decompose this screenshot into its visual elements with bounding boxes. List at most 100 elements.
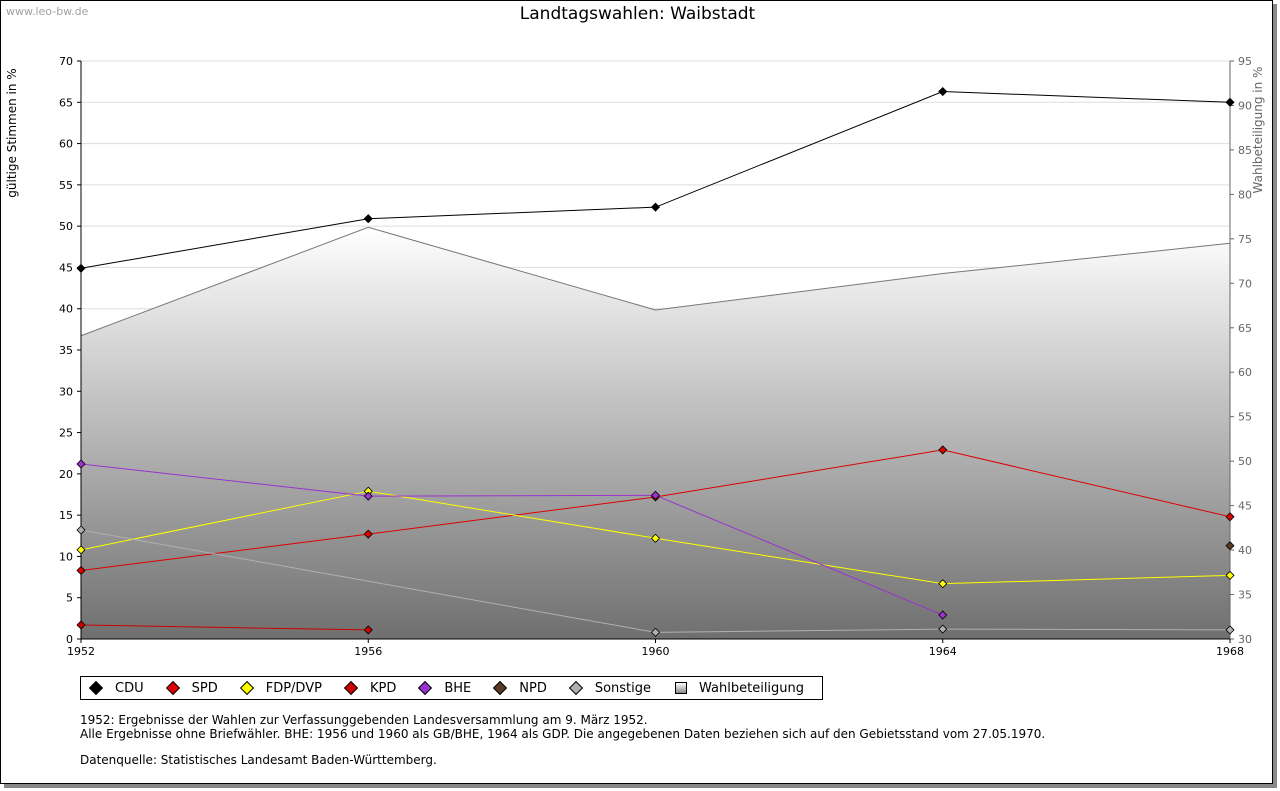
y2-tick-label: 80 xyxy=(1238,188,1252,201)
axes: 0 5 10 15 20 25 30 35 40 45 50 55 60 65 70 30 35 40 45 50 55… xyxy=(59,55,1252,658)
legend-marker-kpd xyxy=(343,680,359,696)
y-tick-label: 5 xyxy=(66,592,73,605)
point-cdu xyxy=(1225,97,1235,107)
turnout-area xyxy=(80,226,1231,640)
chart-canvas: 0 5 10 15 20 25 30 35 40 45 50 55 60 65 70 30 35 40 45 50 55… xyxy=(5,55,1265,658)
point-sonstige xyxy=(76,525,86,535)
y-tick-label: 30 xyxy=(59,385,73,398)
point-sonstige xyxy=(938,624,948,634)
legend-item-fdp-dvp: FDP/DVP xyxy=(239,680,322,696)
x-tick-label: 1964 xyxy=(929,645,957,658)
legend-marker-cdu xyxy=(88,680,104,696)
point-cdu xyxy=(363,214,373,224)
y2-tick-label: 40 xyxy=(1238,544,1252,557)
legend-item-wahlbeteiligung: Wahlbeteiligung xyxy=(675,681,804,696)
point-fdp-dvp xyxy=(938,579,948,589)
y-tick-label: 65 xyxy=(59,96,73,109)
point-kpd xyxy=(76,620,86,630)
point-fdp-dvp xyxy=(650,533,661,543)
y2-tick-label: 70 xyxy=(1238,277,1252,290)
point-cdu xyxy=(76,263,86,273)
series-line-bhe xyxy=(80,463,943,616)
legend-marker-bhe xyxy=(418,680,433,696)
legend-label: CDU xyxy=(115,680,144,696)
legend-marker-spd xyxy=(165,680,180,696)
series-line-kpd xyxy=(80,624,369,631)
legend-label: KPD xyxy=(369,680,397,696)
y-tick-label: 70 xyxy=(59,55,73,68)
point-kpd xyxy=(363,625,373,635)
point-sonstige xyxy=(1225,625,1235,635)
legend-label: BHE xyxy=(444,680,472,696)
y2-tick-label: 75 xyxy=(1238,233,1252,246)
legend-label: Wahlbeteiligung xyxy=(699,680,805,696)
y-tick-label: 40 xyxy=(59,303,73,316)
note-general: Alle Ergebnisse ohne Briefwähler. BHE: 1… xyxy=(80,727,1046,741)
legend-item-kpd: KPD xyxy=(343,680,397,696)
point-bhe xyxy=(76,459,86,469)
y-tick-label: 55 xyxy=(59,179,73,192)
series xyxy=(76,86,1235,637)
watermark: www.leo-bw.de xyxy=(6,5,89,18)
legend-label: Sonstige xyxy=(594,680,652,696)
point-fdp-dvp xyxy=(1225,570,1235,580)
y-axis-title: gültige Stimmen in % xyxy=(5,68,19,197)
legend-item-spd: SPD xyxy=(165,680,218,696)
point-npd xyxy=(1225,541,1235,551)
point-spd xyxy=(76,565,86,576)
legend-label: SPD xyxy=(191,680,218,696)
y-tick-label: 60 xyxy=(59,138,73,151)
chart-title: Landtagswahlen: Waibstadt xyxy=(519,4,756,24)
legend-marker-sonstige xyxy=(568,680,583,696)
series-line-sonstige xyxy=(80,529,1231,633)
x-tick-label: 1960 xyxy=(642,645,670,658)
point-sonstige xyxy=(650,627,661,637)
point-bhe xyxy=(363,491,373,501)
y2-tick-label: 55 xyxy=(1238,411,1252,424)
y2-tick-label: 50 xyxy=(1238,455,1252,468)
y-tick-label: 10 xyxy=(59,550,73,563)
legend-item-bhe: BHE xyxy=(418,680,472,696)
point-cdu xyxy=(650,202,661,212)
legend-marker-wahlbeteiligung xyxy=(675,682,688,694)
y-tick-label: 25 xyxy=(59,427,73,440)
legend-label: FDP/DVP xyxy=(265,680,322,696)
legend: CDU SPD FDP/DVP KPD BHE NPD Sonstige Wahlbeteil… xyxy=(80,676,823,700)
y-tick-label: 0 xyxy=(66,633,73,646)
series-line-wahlbeteiligung xyxy=(80,226,1231,337)
y2-axis-title: Wahlbeteiligung in % xyxy=(1251,67,1265,194)
y-tick-label: 20 xyxy=(59,468,73,481)
y2-tick-label: 60 xyxy=(1238,366,1252,379)
y2-tick-label: 35 xyxy=(1238,589,1252,602)
point-spd xyxy=(938,445,948,455)
point-spd xyxy=(363,529,373,539)
point-fdp-dvp xyxy=(76,545,86,555)
y-tick-label: 45 xyxy=(59,261,73,274)
point-bhe xyxy=(650,490,661,500)
turnout-area-fill xyxy=(81,227,1230,640)
y-tick-label: 50 xyxy=(59,220,73,233)
series-line-cdu xyxy=(80,91,1231,269)
point-cdu xyxy=(938,86,948,97)
note-source: Datenquelle: Statistisches Landesamt Bad… xyxy=(80,753,437,767)
point-spd xyxy=(1225,512,1235,522)
x-tick-label: 1956 xyxy=(354,645,382,658)
y-tick-label: 15 xyxy=(59,509,73,522)
x-tick-label: 1968 xyxy=(1216,645,1244,658)
point-bhe xyxy=(938,610,948,620)
x-tick-label: 1952 xyxy=(67,645,95,658)
legend-marker-fdp-dvp xyxy=(239,680,254,696)
legend-item-sonstige: Sonstige xyxy=(568,680,652,696)
legend-item-cdu: CDU xyxy=(88,680,144,696)
y2-tick-label: 65 xyxy=(1238,322,1252,335)
legend-label: NPD xyxy=(519,680,547,696)
y2-tick-label: 90 xyxy=(1238,99,1252,112)
y2-tick-label: 95 xyxy=(1238,55,1252,68)
y2-tick-label: 45 xyxy=(1238,500,1252,513)
y2-tick-label: 85 xyxy=(1238,144,1252,157)
note-1952: 1952: Ergebnisse der Wahlen zur Verfassu… xyxy=(80,713,648,727)
y-tick-label: 35 xyxy=(59,344,73,357)
legend-item-npd: NPD xyxy=(493,680,547,696)
y2-tick-label: 30 xyxy=(1238,633,1252,646)
legend-marker-npd xyxy=(493,680,508,696)
